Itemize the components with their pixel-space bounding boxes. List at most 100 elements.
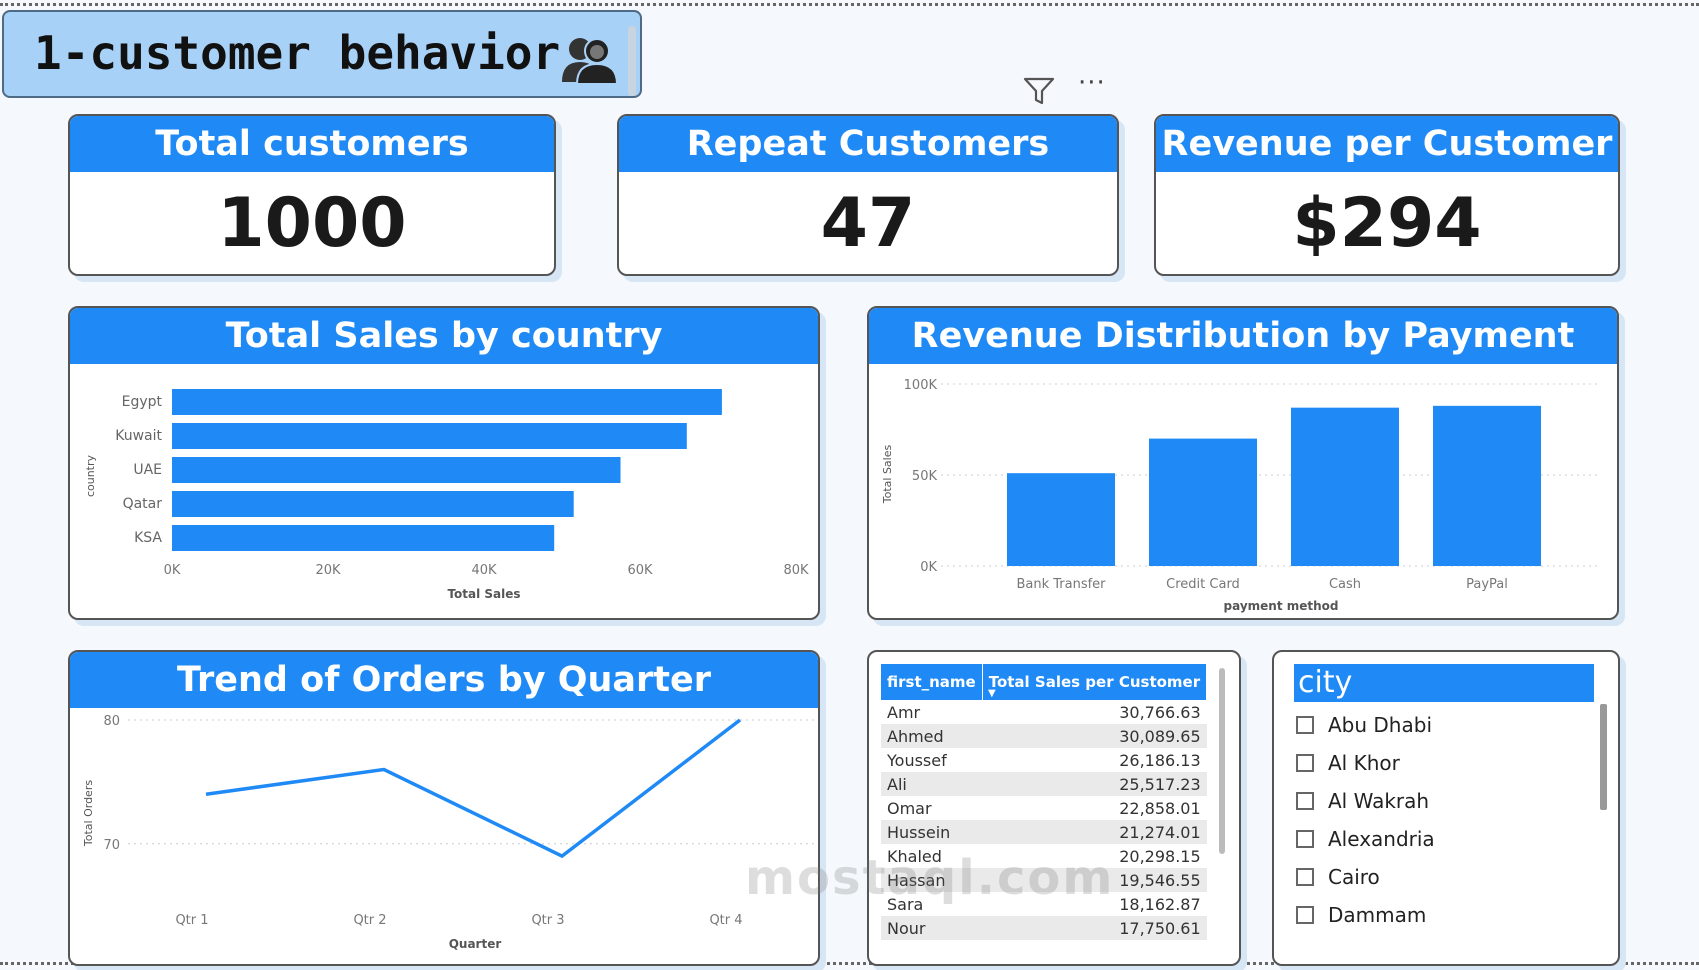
chart-title: Total Sales by country (70, 308, 818, 364)
x-axis-label: payment method (1224, 599, 1339, 613)
slicer-checkbox[interactable] (1296, 830, 1314, 848)
y-axis-label: Total Orders (82, 780, 95, 847)
series-line (205, 718, 742, 859)
table-row[interactable]: Amr 30,766.63 (881, 700, 1207, 724)
category-label: Kuwait (115, 428, 162, 444)
x-axis-label: Total Sales (447, 587, 520, 601)
slicer-checkbox[interactable] (1296, 754, 1314, 772)
slicer-checkbox[interactable] (1296, 792, 1314, 810)
cell-total-sales: 20,298.15 (1119, 846, 1201, 866)
cell-first-name: Ahmed (881, 724, 983, 748)
x-tick-label: Bank Transfer (1016, 577, 1106, 592)
chart-orders-by-quarter[interactable]: Trend of Orders by Quarter 70 80 Qtr 1 Qtr … (68, 650, 820, 966)
cell-total-sales: 22,858.01 (1119, 798, 1201, 818)
watermark-text: mostaql.com (745, 850, 1115, 906)
cell-first-name: Khaled (887, 846, 942, 866)
y-tick-label: 80 (103, 714, 120, 729)
city-slicer[interactable]: city Abu Dhabi Al Khor Al Wakrah Alexandria… (1272, 650, 1620, 966)
cell-total-sales: 30,089.65 (982, 724, 1207, 748)
table-row[interactable]: Ali 25,517.23 (881, 772, 1207, 796)
cell-first-name: Ali (881, 772, 983, 796)
cell-first-name: Youssef (887, 750, 947, 770)
table-row[interactable]: Omar 22,858.01 (881, 796, 1207, 820)
table-row[interactable]: Hussein 21,274.01 (881, 820, 1207, 844)
slicer-checkbox[interactable] (1296, 716, 1314, 734)
y-tick-label: 100K (904, 378, 938, 393)
slicer-scrollbar[interactable] (1600, 704, 1607, 810)
slicer-checkbox[interactable] (1296, 906, 1314, 924)
column-header-label: Total Sales per Customer (988, 673, 1201, 691)
kpi-label: Total customers (70, 116, 554, 172)
x-tick-label: Credit Card (1166, 577, 1240, 592)
cell-first-name: Hassan (881, 868, 983, 892)
bar (172, 457, 621, 483)
table-row[interactable]: Sara 18,162.87 (881, 892, 1207, 916)
slicer-item[interactable]: Al Wakrah (1296, 782, 1435, 820)
cell-first-name: Nour (881, 916, 983, 940)
table-row[interactable]: Youssef 26,186.13 (881, 748, 1207, 772)
cell-first-name: Amr (887, 702, 921, 722)
cell-first-name: Hussein (881, 820, 983, 844)
category-label: UAE (133, 462, 162, 478)
x-tick-label: PayPal (1466, 577, 1508, 592)
slicer-item[interactable]: Cairo (1296, 858, 1435, 896)
sales-by-country-plot: Egypt Kuwait UAE Qatar KSA 0K 20K 40K 60K 80K Tota… (84, 389, 809, 601)
slicer-title: city (1294, 664, 1594, 702)
x-tick-label: Qtr 4 (709, 913, 742, 928)
filter-icon[interactable] (1022, 76, 1056, 110)
resize-grip[interactable] (628, 26, 636, 96)
customer-sales-table[interactable]: first_name Total Sales per Customer Amr 3… (867, 650, 1241, 966)
bar (172, 423, 687, 449)
table-row[interactable]: Hassan 19,546.55 (881, 868, 1207, 892)
slicer-item[interactable]: Alexandria (1296, 820, 1435, 858)
visual-toolbar: ··· (1022, 68, 1122, 106)
table-row[interactable]: Khaled 20,298.15 (881, 844, 1207, 868)
bar (1149, 438, 1257, 566)
bar (1007, 473, 1115, 566)
chart-sales-by-country[interactable]: Total Sales by country Egypt Kuwait UAE Qat… (68, 306, 820, 620)
chart-title: Trend of Orders by Quarter (70, 652, 818, 708)
slicer-item[interactable]: Al Khor (1296, 744, 1435, 782)
slicer-item[interactable]: Abu Dhabi (1296, 706, 1435, 744)
cell-total-sales: 21,274.01 (982, 820, 1207, 844)
page-title: 1-customer behavior (34, 26, 561, 80)
cell-total-sales: 30,766.63 (1119, 702, 1201, 722)
column-header-total-sales[interactable]: Total Sales per Customer (982, 664, 1208, 700)
x-tick-label: Qtr 3 (531, 913, 564, 928)
category-label: KSA (134, 530, 162, 546)
people-icon (560, 34, 619, 88)
slicer-item[interactable]: Dammam (1296, 896, 1435, 934)
table-row[interactable]: Ahmed 30,089.65 (881, 724, 1207, 748)
sales-table: first_name Total Sales per Customer Amr 3… (881, 664, 1208, 940)
bar (172, 525, 555, 551)
x-tick-label: Cash (1329, 577, 1361, 592)
more-options-button[interactable]: ··· (1078, 68, 1106, 98)
bar (172, 491, 574, 517)
slicer-checkbox[interactable] (1296, 868, 1314, 886)
revenue-by-payment-plot: 0K 50K 100K Bank Transfer Credit Card Cash Pay… (881, 378, 1599, 613)
column-header-first-name[interactable]: first_name (881, 664, 983, 700)
cell-first-name: Sara (887, 894, 924, 914)
kpi-value: $294 (1292, 184, 1482, 263)
chart-revenue-by-payment[interactable]: Revenue Distribution by Payment Type 0K 5… (867, 306, 1619, 620)
slicer-item-label: Abu Dhabi (1328, 713, 1432, 737)
cell-total-sales: 19,546.55 (982, 868, 1207, 892)
orders-by-quarter-plot: 70 80 Qtr 1 Qtr 2 Qtr 3 Qtr 4 Quarter Total Ord… (82, 714, 815, 951)
x-tick-label: 80K (783, 563, 809, 578)
x-tick-label: 60K (627, 563, 653, 578)
kpi-repeat-customers[interactable]: Repeat Customers 47 (617, 114, 1119, 276)
table-row[interactable]: Nour 17,750.61 (881, 916, 1207, 940)
category-label: Egypt (122, 394, 163, 410)
y-axis-label: Total Sales (881, 445, 894, 505)
x-tick-label: Qtr 1 (175, 913, 208, 928)
kpi-label: Repeat Customers (619, 116, 1117, 172)
chart-title: Revenue Distribution by Payment Type (869, 308, 1617, 412)
kpi-value: 47 (820, 184, 916, 263)
kpi-total-customers[interactable]: Total customers 1000 (68, 114, 556, 276)
x-axis-label: Quarter (449, 937, 502, 951)
table-scrollbar[interactable] (1219, 668, 1225, 854)
bar (1433, 405, 1541, 566)
sort-descending-icon[interactable]: ▼ (988, 688, 996, 699)
y-tick-label: 50K (912, 469, 938, 484)
kpi-revenue-per-customer[interactable]: Revenue per Customer $294 (1154, 114, 1620, 276)
